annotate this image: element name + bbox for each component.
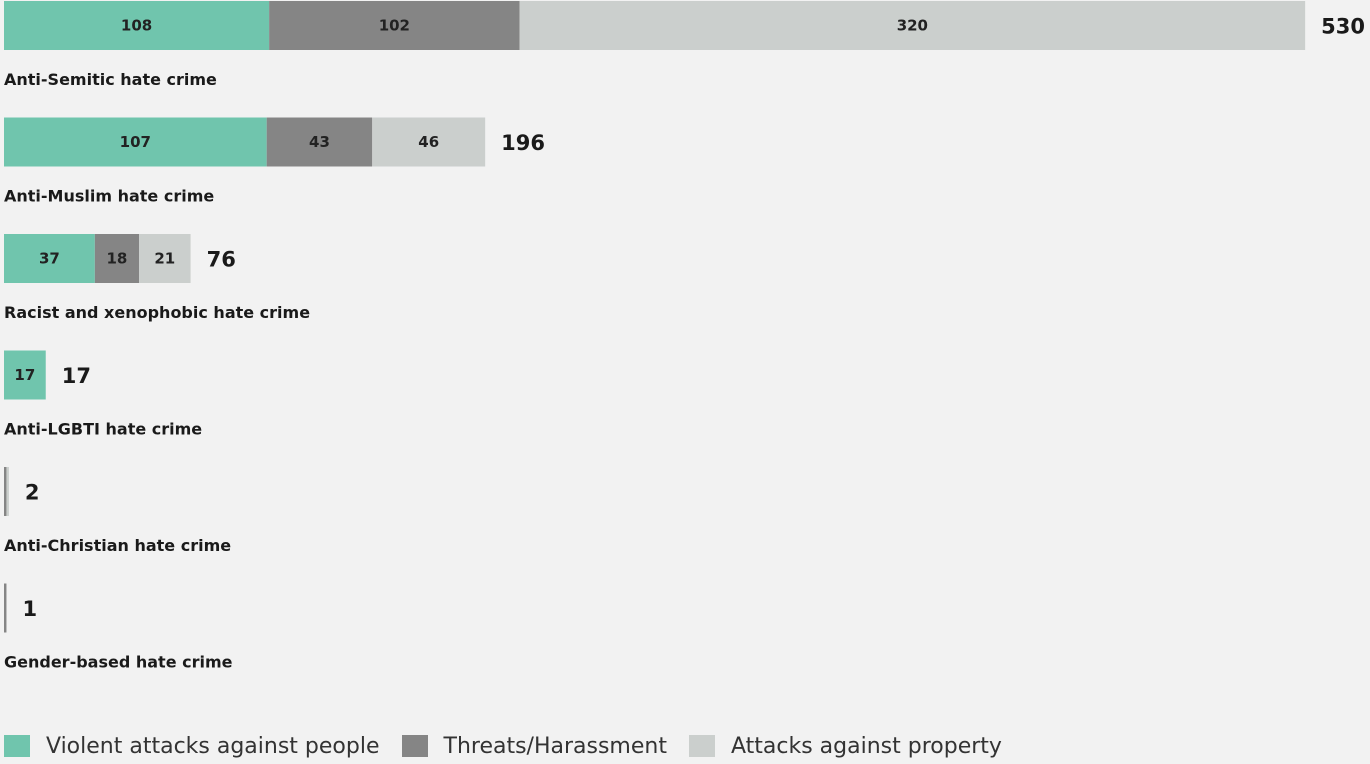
bar-segment-property-4 [6, 467, 9, 516]
category-label-2: Racist and xenophobic hate crime [4, 303, 310, 322]
category-label-3: Anti-LGBTI hate crime [4, 420, 202, 439]
category-label-4: Anti-Christian hate crime [4, 536, 231, 555]
total-label-0: 530 [1321, 15, 1365, 39]
legend-label-violent: Violent attacks against people [46, 733, 380, 759]
bar-segment-threats-0 [269, 1, 520, 50]
legend-swatch-property [688, 735, 715, 757]
total-label-5: 1 [22, 597, 37, 621]
bar-segment-threats-2 [94, 234, 140, 283]
bar-segment-threats-5 [4, 583, 7, 633]
bar-segment-threats-1 [266, 117, 373, 167]
bar-segment-violent-2 [4, 234, 95, 283]
segment-label-property-1: 46 [418, 133, 439, 151]
bar-segment-threats-4 [4, 467, 7, 516]
legend-swatch-threats [401, 735, 428, 757]
category-label-1: Anti-Muslim hate crime [4, 187, 214, 206]
legend-item-violent: Violent attacks against people [4, 734, 380, 759]
total-label-4: 2 [25, 481, 40, 505]
total-label-2: 76 [207, 248, 236, 272]
legend-label-property: Attacks against property [730, 733, 1002, 759]
bar-segment-violent-0 [4, 1, 270, 50]
bar-segment-property-1 [372, 117, 486, 167]
segment-label-threats-2: 18 [106, 250, 127, 268]
segment-label-violent-1: 107 [120, 133, 151, 151]
segment-label-threats-0: 102 [379, 17, 410, 35]
segment-label-threats-1: 43 [309, 133, 330, 151]
segment-label-violent-3: 17 [14, 366, 35, 384]
total-label-1: 196 [501, 131, 545, 155]
legend-label-threats: Threats/Harassment [443, 733, 667, 759]
bar-segment-property-2 [139, 234, 191, 283]
legend-item-threats: Threats/Harassment [401, 733, 667, 759]
category-label-5: Gender-based hate crime [4, 653, 233, 672]
bar-segment-property-0 [519, 1, 1306, 50]
segment-label-violent-0: 108 [121, 17, 152, 35]
total-label-3: 17 [62, 364, 91, 388]
legend: Violent attacks against people Threats/H… [4, 731, 1024, 761]
segment-label-property-0: 320 [897, 17, 928, 35]
stacked-bar-chart: 108 102 320 530 Anti-Semitic hate crime 107 43… [4, 1, 1365, 672]
category-label-0: Anti-Semitic hate crime [4, 70, 217, 89]
segment-label-property-2: 21 [154, 250, 175, 268]
legend-swatch-violent [4, 735, 30, 757]
segment-label-violent-2: 37 [39, 250, 60, 268]
legend-item-property: Attacks against property [688, 733, 1002, 759]
bar-segment-violent-3 [4, 350, 46, 400]
bar-segment-violent-1 [4, 117, 267, 167]
